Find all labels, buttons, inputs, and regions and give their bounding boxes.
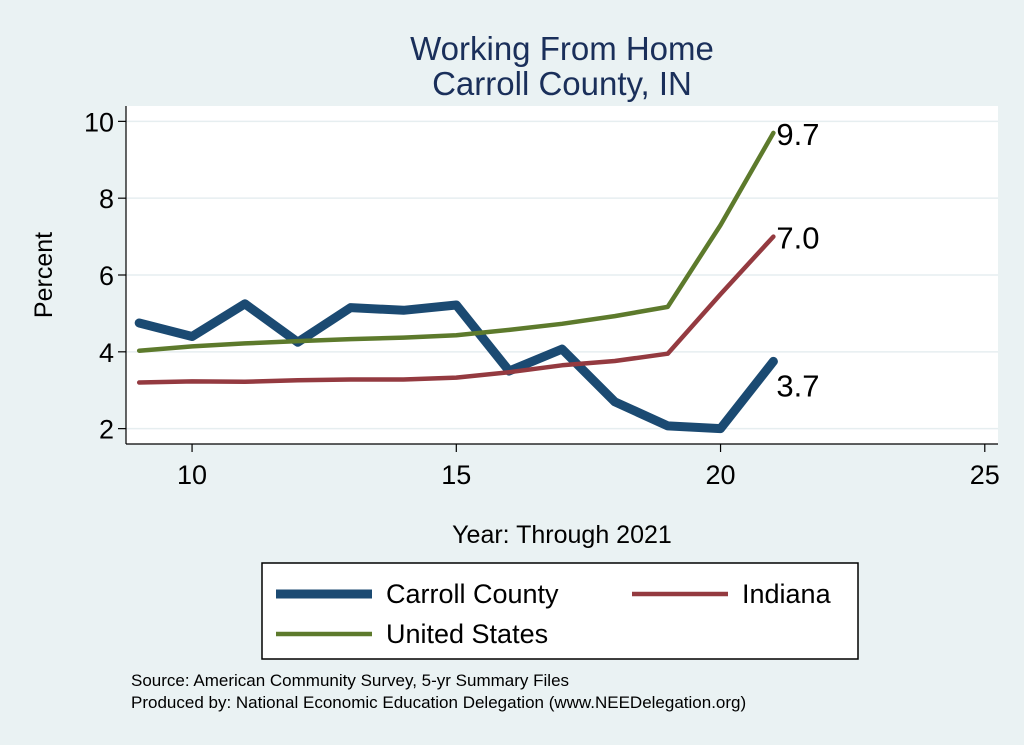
end-label-indiana: 7.0 bbox=[776, 221, 819, 256]
y-tick-label-4: 4 bbox=[99, 338, 114, 368]
legend-box bbox=[261, 562, 859, 660]
axes bbox=[118, 106, 998, 452]
legend-label-carroll-county: Carroll County bbox=[386, 579, 559, 609]
end-labels: 3.7 7.0 9.7 bbox=[776, 117, 819, 404]
source-line-1: Source: American Community Survey, 5-yr … bbox=[131, 671, 569, 690]
tick-labels: 2 4 6 8 10 10 15 20 25 bbox=[84, 107, 1000, 490]
series-lines bbox=[134, 130, 778, 434]
end-label-carroll-county: 3.7 bbox=[776, 368, 819, 403]
series-line-carroll-county bbox=[134, 299, 778, 434]
x-tick-label-25: 25 bbox=[970, 460, 1000, 490]
source-line-2: Produced by: National Economic Education… bbox=[131, 693, 746, 712]
legend-label-united-states: United States bbox=[386, 619, 548, 649]
x-tick-label-15: 15 bbox=[441, 460, 471, 490]
x-tick-label-20: 20 bbox=[706, 460, 736, 490]
y-tick-label-8: 8 bbox=[99, 184, 114, 214]
chart-title-line-1: Working From Home bbox=[410, 30, 714, 67]
x-axis-label: Year: Through 2021 bbox=[452, 521, 672, 549]
x-tick-label-10: 10 bbox=[177, 460, 207, 490]
series-line-united-states bbox=[136, 130, 776, 353]
y-tick-label-10: 10 bbox=[84, 107, 114, 137]
y-axis-label: Percent bbox=[30, 232, 58, 318]
legend-label-indiana: Indiana bbox=[742, 579, 832, 609]
y-tick-label-2: 2 bbox=[99, 415, 114, 445]
legend: Carroll County Indiana United States bbox=[276, 579, 832, 649]
chart-title-line-2: Carroll County, IN bbox=[432, 65, 692, 102]
y-tick-label-6: 6 bbox=[99, 261, 114, 291]
end-label-united-states: 9.7 bbox=[776, 117, 819, 152]
series-line-indiana bbox=[136, 234, 776, 385]
